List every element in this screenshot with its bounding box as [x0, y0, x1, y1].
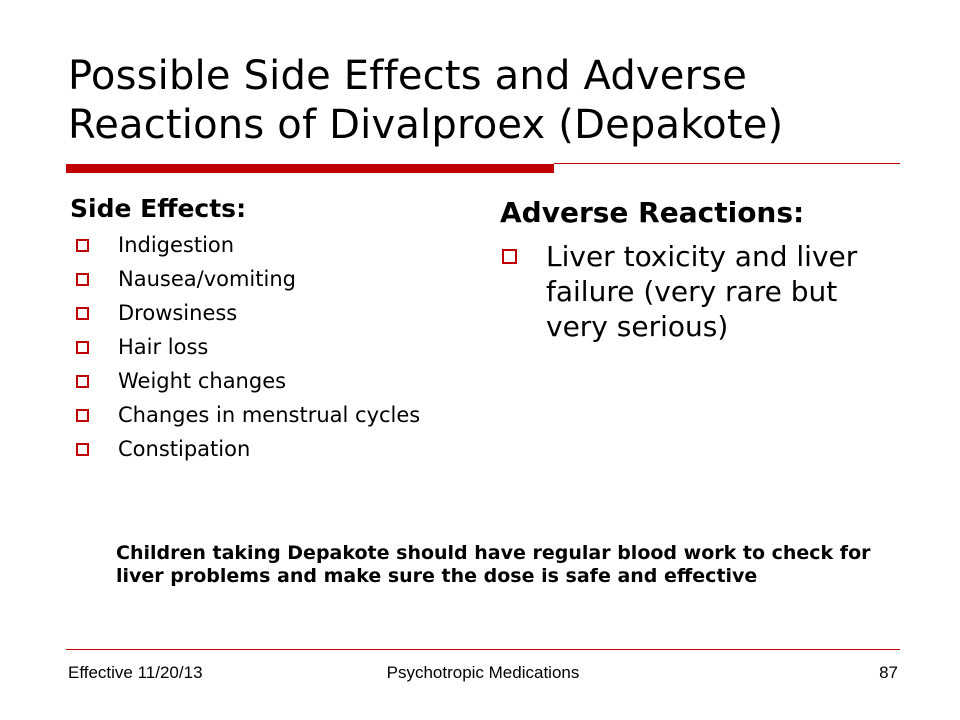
list-item: Nausea/vomiting — [70, 267, 440, 291]
list-item: Indigestion — [70, 233, 440, 257]
footer-effective-date: Effective 11/20/13 — [68, 663, 203, 682]
list-item-label: Constipation — [118, 437, 251, 461]
list-item: Hair loss — [70, 335, 440, 359]
list-item: Constipation — [70, 437, 440, 461]
side-effects-list: Indigestion Nausea/vomiting Drowsiness H… — [70, 233, 440, 461]
footer-title: Psychotropic Medications — [386, 663, 580, 682]
list-item-label: Hair loss — [118, 335, 209, 359]
square-bullet-icon — [76, 409, 89, 422]
list-item-label: Drowsiness — [118, 301, 238, 325]
list-item-label: Nausea/vomiting — [118, 267, 296, 291]
side-effects-column: Side Effects: Indigestion Nausea/vomitin… — [70, 191, 440, 471]
list-item: Liver toxicity and liver failure (very r… — [500, 239, 866, 344]
square-bullet-icon — [76, 443, 89, 456]
list-item-label: Weight changes — [118, 369, 287, 393]
slide-footer: Effective 11/20/13 Psychotropic Medicati… — [68, 662, 898, 684]
title-underline-thick — [66, 164, 554, 173]
list-item: Weight changes — [70, 369, 440, 393]
adverse-reactions-heading: Adverse Reactions: — [500, 196, 805, 229]
square-bullet-icon — [76, 375, 89, 388]
list-item-label: Liver toxicity and liver failure (very r… — [546, 240, 858, 343]
list-item-label: Changes in menstrual cycles — [118, 403, 421, 427]
slide-title: Possible Side Effects and Adverse Reacti… — [68, 53, 784, 148]
adverse-reactions-column: Adverse Reactions: Liver toxicity and li… — [500, 195, 880, 344]
square-bullet-icon — [502, 249, 517, 264]
page-number: 87 — [879, 663, 898, 682]
blood-work-note: Children taking Depakote should have reg… — [116, 542, 871, 587]
side-effects-heading: Side Effects: — [70, 194, 247, 223]
adverse-reactions-list: Liver toxicity and liver failure (very r… — [500, 239, 880, 344]
square-bullet-icon — [76, 273, 89, 286]
square-bullet-icon — [76, 341, 89, 354]
list-item: Drowsiness — [70, 301, 440, 325]
title-underline-thin — [554, 163, 900, 164]
square-bullet-icon — [76, 307, 89, 320]
footer-divider — [66, 649, 900, 650]
list-item-label: Indigestion — [118, 233, 235, 257]
list-item: Changes in menstrual cycles — [70, 403, 440, 427]
square-bullet-icon — [76, 239, 89, 252]
